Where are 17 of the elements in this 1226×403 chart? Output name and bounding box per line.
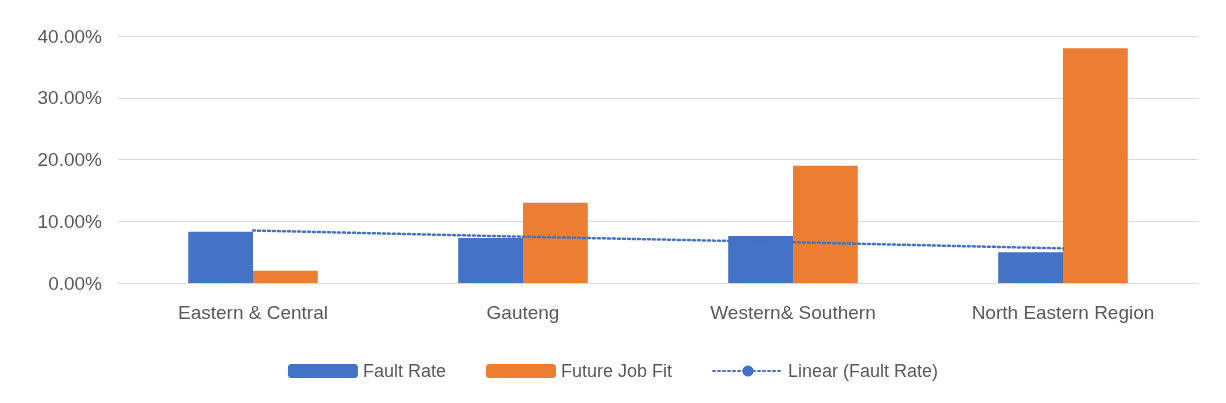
legend-label: Future Job Fit bbox=[560, 361, 673, 381]
y-tick-label: 0.00% bbox=[48, 272, 103, 294]
bar bbox=[998, 252, 1063, 283]
bar bbox=[253, 270, 318, 283]
y-tick-label: 40.00% bbox=[37, 25, 103, 47]
bar bbox=[1063, 48, 1128, 283]
bar bbox=[523, 202, 588, 283]
bar bbox=[793, 165, 858, 283]
legend-label: Fault Rate bbox=[362, 361, 446, 381]
y-tick-label: 10.00% bbox=[37, 210, 103, 232]
legend-label: Linear (Fault Rate) bbox=[788, 361, 939, 381]
x-tick-label: Gauteng bbox=[486, 302, 560, 323]
x-tick-label: North Eastern Region bbox=[971, 302, 1155, 323]
y-tick-label: 20.00% bbox=[37, 149, 103, 170]
y-tick-label: 30.00% bbox=[37, 87, 103, 109]
x-tick-label: Western& Southern bbox=[710, 302, 876, 323]
x-tick-label: Eastern & Central bbox=[178, 302, 328, 323]
